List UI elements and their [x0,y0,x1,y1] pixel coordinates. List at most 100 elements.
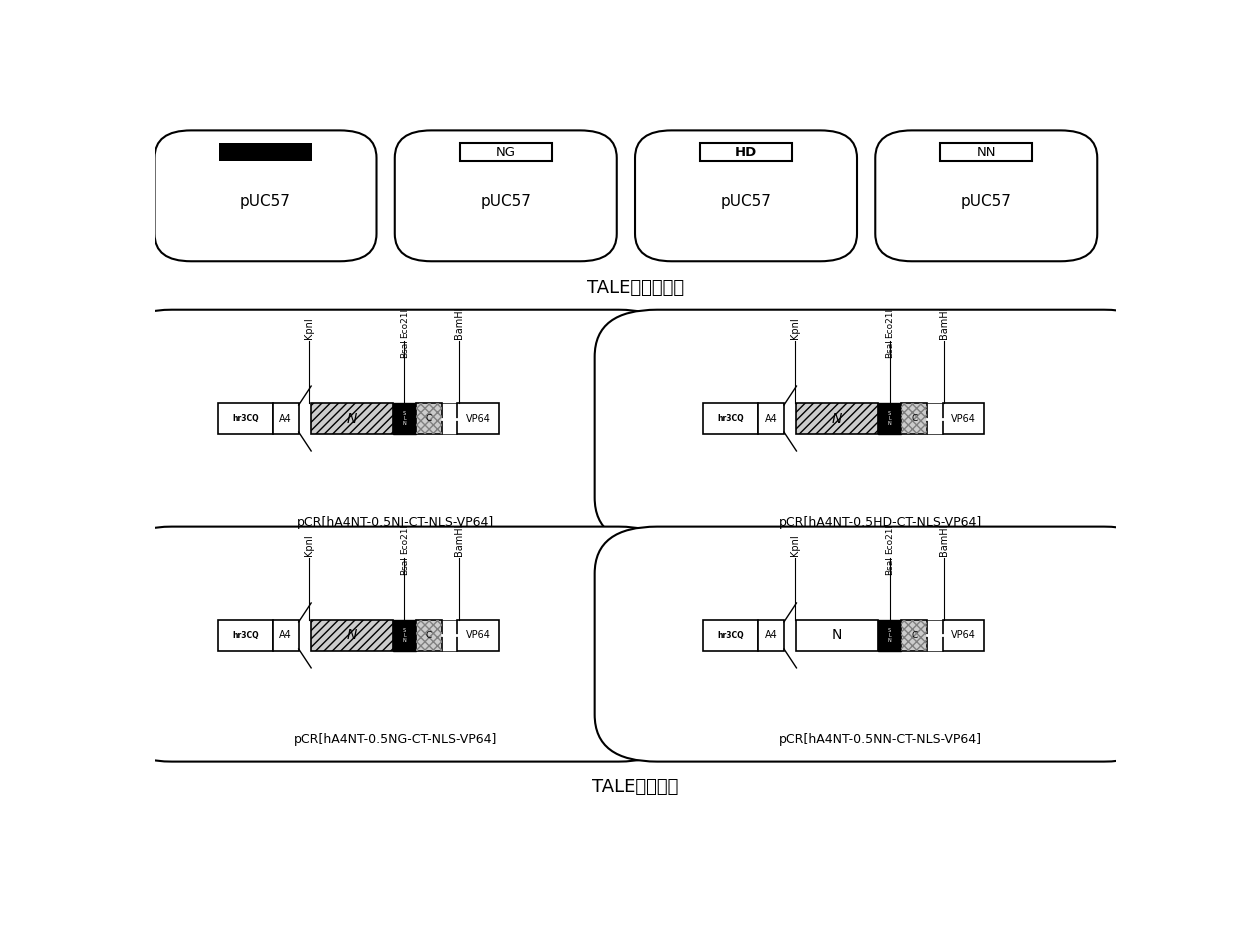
Text: N: N [347,411,357,425]
Text: VP64: VP64 [465,630,490,640]
FancyBboxPatch shape [595,310,1167,545]
Text: BsaI: BsaI [885,339,894,358]
Text: A4: A4 [279,630,293,640]
Text: hr3CQ: hr3CQ [232,631,259,640]
Text: KpnI: KpnI [790,317,800,339]
Text: C: C [911,414,918,423]
Text: VP64: VP64 [951,413,976,423]
Bar [940,143,1033,162]
Bar [796,403,878,435]
Text: pCR[hA4NT-0.5NG-CT-NLS-VP64]: pCR[hA4NT-0.5NG-CT-NLS-VP64] [294,732,497,746]
Bar [218,403,273,435]
Bar [393,403,415,435]
Text: pUC57: pUC57 [720,194,771,209]
FancyBboxPatch shape [875,131,1097,261]
Text: pCR[hA4NT-0.5NI-CT-NLS-VP64]: pCR[hA4NT-0.5NI-CT-NLS-VP64] [296,516,494,529]
Text: S: S [403,628,405,633]
Text: BamHI: BamHI [940,306,950,339]
Text: S: S [888,628,892,633]
Text: VP64: VP64 [951,630,976,640]
Text: L: L [888,633,892,638]
Text: Eco21I: Eco21I [885,307,894,337]
Text: S: S [888,411,892,416]
Text: KpnI: KpnI [304,534,314,556]
Bar [703,620,758,652]
Text: TALE组装骨架: TALE组装骨架 [593,777,678,795]
Text: KpnI: KpnI [304,317,314,339]
Bar [311,620,393,652]
Text: Eco21I: Eco21I [885,524,894,554]
Text: L: L [403,416,405,421]
Text: hr3CQ: hr3CQ [717,414,744,423]
Text: N: N [832,628,842,642]
Bar [758,403,784,435]
Text: N: N [888,421,892,426]
Bar [901,403,928,435]
Text: N: N [403,421,407,426]
Text: A4: A4 [279,413,293,423]
Bar [699,143,792,162]
FancyBboxPatch shape [635,131,857,261]
Bar [218,620,273,652]
Text: N: N [403,638,407,643]
Text: pUC57: pUC57 [961,194,1012,209]
Bar [273,403,299,435]
Text: KpnI: KpnI [790,534,800,556]
FancyBboxPatch shape [109,310,681,545]
Text: TALE重复区单体: TALE重复区单体 [587,280,684,298]
Text: S: S [403,411,405,416]
Bar [901,620,928,652]
Text: N: N [347,628,357,642]
Text: C: C [425,631,432,640]
Bar [901,403,928,435]
Bar [415,403,441,435]
FancyBboxPatch shape [155,131,377,261]
Bar [458,403,498,435]
Bar [460,143,552,162]
Text: C: C [425,414,432,423]
Text: Eco21I: Eco21I [399,524,409,554]
Text: NN: NN [977,146,996,159]
Text: pCR[hA4NT-0.5NN-CT-NLS-VP64]: pCR[hA4NT-0.5NN-CT-NLS-VP64] [779,732,982,746]
Text: HD: HD [735,146,758,159]
Bar [311,403,393,435]
Bar [458,620,498,652]
Text: N: N [832,411,842,425]
Bar [758,620,784,652]
Text: pUC57: pUC57 [480,194,531,209]
Bar [878,403,901,435]
Text: pUC57: pUC57 [241,194,291,209]
Bar [415,403,441,435]
Text: BamHI: BamHI [454,523,464,556]
Text: BsaI: BsaI [399,339,409,358]
Bar [273,620,299,652]
Bar [942,403,983,435]
FancyBboxPatch shape [595,527,1167,762]
Bar [393,620,415,652]
Text: A4: A4 [765,413,777,423]
FancyBboxPatch shape [109,527,681,762]
Bar [703,403,758,435]
Text: A4: A4 [765,630,777,640]
Text: L: L [888,416,892,421]
Bar [311,620,393,652]
Bar [219,143,311,162]
Text: BamHI: BamHI [454,306,464,339]
Text: NG: NG [496,146,516,159]
Bar [878,620,901,652]
Text: L: L [403,633,405,638]
Text: BamHI: BamHI [940,523,950,556]
Text: Eco21I: Eco21I [399,307,409,337]
Text: BsaI: BsaI [399,556,409,575]
Bar [942,620,983,652]
Text: C: C [911,631,918,640]
Text: N: N [888,638,892,643]
Bar [796,403,878,435]
FancyBboxPatch shape [394,131,616,261]
Text: hr3CQ: hr3CQ [232,414,259,423]
Bar [415,620,441,652]
Text: VP64: VP64 [465,413,490,423]
Bar [415,620,441,652]
Text: hr3CQ: hr3CQ [717,631,744,640]
Bar [796,620,878,652]
